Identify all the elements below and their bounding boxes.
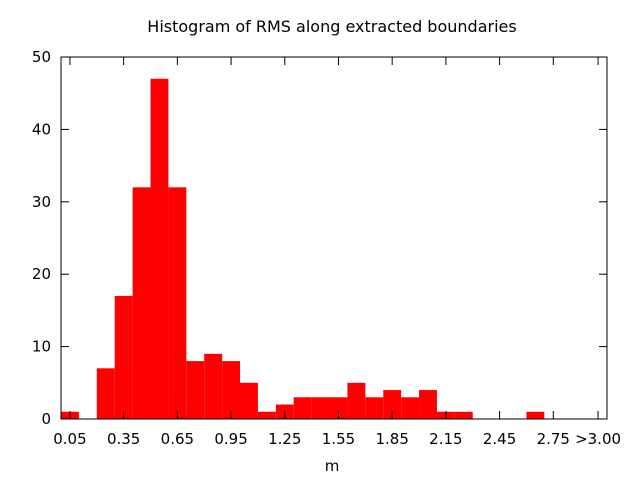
bar-17 — [365, 397, 384, 419]
y-tick-label: 50 — [32, 48, 51, 66]
bar-14 — [311, 397, 330, 419]
bar-2 — [96, 368, 115, 419]
y-ticks: 0 10 20 30 40 50 — [32, 48, 607, 428]
bar-7 — [186, 361, 205, 419]
y-tick-label: 20 — [32, 265, 51, 283]
bar-26 — [526, 411, 545, 419]
x-tick-label: 0.35 — [107, 430, 140, 448]
x-tick-label: 2.15 — [429, 430, 462, 448]
x-tick-label: 1.25 — [268, 430, 301, 448]
x-tick-label: 2.75 — [537, 430, 570, 448]
bar-19 — [401, 397, 420, 419]
bar-5 — [150, 78, 169, 419]
x-tick-label: 1.85 — [375, 430, 408, 448]
bar-13 — [293, 397, 312, 419]
bar-4 — [132, 187, 151, 419]
bar-8 — [204, 353, 223, 419]
x-ticks: 0.05 0.35 0.65 0.95 1.25 1.55 1.85 2.15 2.45 2.75… — [53, 57, 621, 448]
bar-11 — [257, 411, 276, 419]
y-tick-label: 30 — [32, 193, 51, 211]
x-tick-label: 0.05 — [53, 430, 86, 448]
bar-3 — [114, 295, 133, 419]
x-tick-label: 0.65 — [161, 430, 194, 448]
x-tick-label: 2.45 — [483, 430, 516, 448]
bar-18 — [383, 390, 402, 419]
x-tick-label: 1.55 — [322, 430, 355, 448]
y-tick-label: 40 — [32, 120, 51, 138]
y-tick-label: 0 — [41, 410, 51, 428]
chart-title: Histogram of RMS along extracted boundar… — [147, 17, 516, 36]
bar-6 — [168, 187, 187, 419]
x-tick-label: 0.95 — [214, 430, 247, 448]
bar-10 — [240, 382, 258, 419]
x-tick-label: >3.00 — [575, 430, 621, 448]
x-axis-label: m — [325, 457, 340, 475]
bars — [61, 78, 545, 419]
bar-22 — [454, 411, 473, 419]
plot-frame — [60, 56, 608, 420]
bar-15 — [329, 397, 348, 419]
bar-20 — [419, 390, 437, 419]
y-tick-label: 10 — [32, 338, 51, 356]
bar-9 — [222, 361, 241, 419]
bar-16 — [347, 382, 366, 419]
